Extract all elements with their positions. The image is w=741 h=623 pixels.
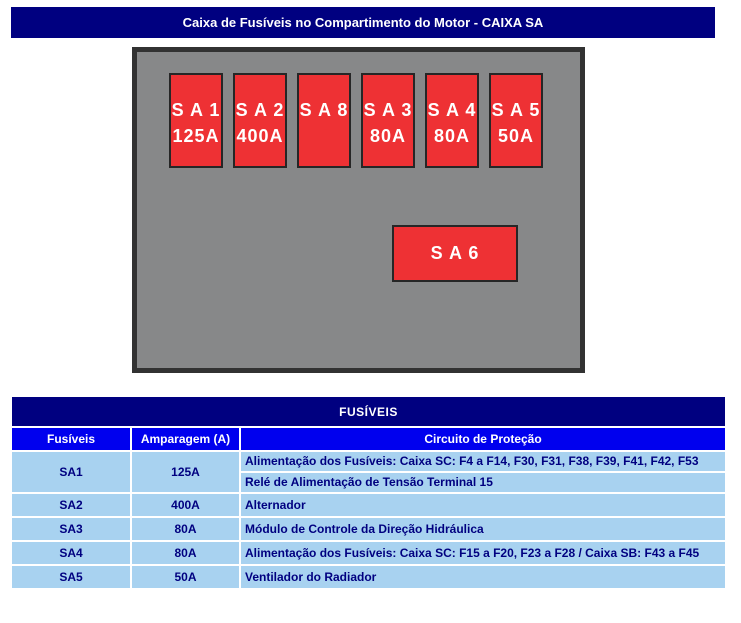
fuse-amperage: 400A xyxy=(236,126,284,146)
fuse-cell: SA5 xyxy=(12,566,130,588)
table-body: SA1 125A Alimentação dos Fusíveis: Caixa S… xyxy=(12,452,725,588)
fuse-sa5: S A 5 50A xyxy=(489,73,543,168)
circuit-cell: Ventilador do Radiador xyxy=(241,566,725,588)
fuse-sa4: S A 4 80A xyxy=(425,73,479,168)
fuse-sa6: S A 6 xyxy=(392,225,518,282)
table-title: FUSÍVEIS xyxy=(12,397,725,426)
fuse-label: S A 3 xyxy=(363,100,413,120)
fuse-sa2: S A 2 400A xyxy=(233,73,287,168)
fuse-sa8: S A 8 xyxy=(297,73,351,168)
fuse-label: S A 2 xyxy=(235,100,285,120)
amperage-cell: 50A xyxy=(132,566,239,588)
fuse-sa1: S A 1 125A xyxy=(169,73,223,168)
circuit-cell: Alimentação dos Fusíveis: Caixa SC: F15 … xyxy=(241,542,725,564)
column-header-circuito: Circuito de Proteção xyxy=(241,428,725,450)
table-row: SA1 125A Alimentação dos Fusíveis: Caixa S… xyxy=(12,452,725,492)
fuse-amperage: 50A xyxy=(497,126,535,146)
fuse-sa3: S A 3 80A xyxy=(361,73,415,168)
fuse-cell: SA2 xyxy=(12,494,130,516)
fuse-amperage: 80A xyxy=(433,126,471,146)
circuit-item: Relé de Alimentação de Tensão Terminal 1… xyxy=(241,473,725,492)
circuit-item: Alternador xyxy=(241,494,725,516)
table-row: SA4 80A Alimentação dos Fusíveis: Caixa SC… xyxy=(12,542,725,564)
fuse-label: S A 4 xyxy=(427,100,477,120)
table-header-row: Fusíveis Amparagem (A) Circuito de Prote… xyxy=(12,428,725,450)
column-header-fusiveis: Fusíveis xyxy=(12,428,130,450)
amperage-cell: 400A xyxy=(132,494,239,516)
amperage-cell: 80A xyxy=(132,542,239,564)
circuit-item: Alimentação dos Fusíveis: Caixa SC: F4 a… xyxy=(241,452,725,471)
fuse-label: S A 8 xyxy=(299,100,349,120)
fuse-cell: SA1 xyxy=(12,452,130,492)
circuit-item: Módulo de Controle da Direção Hidráulica xyxy=(241,518,725,540)
circuit-cell: Módulo de Controle da Direção Hidráulica xyxy=(241,518,725,540)
fuse-cell: SA4 xyxy=(12,542,130,564)
fuse-label: S A 1 xyxy=(171,100,221,120)
fuse-label: S A 5 xyxy=(491,100,541,120)
table-row: SA3 80A Módulo de Controle da Direção Hidr… xyxy=(12,518,725,540)
column-header-amparagem: Amparagem (A) xyxy=(132,428,239,450)
fuse-table: FUSÍVEIS Fusíveis Amparagem (A) Circuito… xyxy=(12,397,725,590)
circuit-cell: Alternador xyxy=(241,494,725,516)
page-title: Caixa de Fusíveis no Compartimento do Mo… xyxy=(11,7,715,38)
circuit-cell: Alimentação dos Fusíveis: Caixa SC: F4 a… xyxy=(241,452,725,492)
circuit-item: Ventilador do Radiador xyxy=(241,566,725,588)
amperage-cell: 125A xyxy=(132,452,239,492)
amperage-cell: 80A xyxy=(132,518,239,540)
fuse-label: S A 6 xyxy=(430,243,480,263)
fuse-cell: SA3 xyxy=(12,518,130,540)
fuse-amperage: 80A xyxy=(369,126,407,146)
fuse-amperage: 125A xyxy=(172,126,220,146)
table-row: SA2 400A Alternador xyxy=(12,494,725,516)
table-row: SA5 50A Ventilador do Radiador xyxy=(12,566,725,588)
circuit-item: Alimentação dos Fusíveis: Caixa SC: F15 … xyxy=(241,542,725,564)
